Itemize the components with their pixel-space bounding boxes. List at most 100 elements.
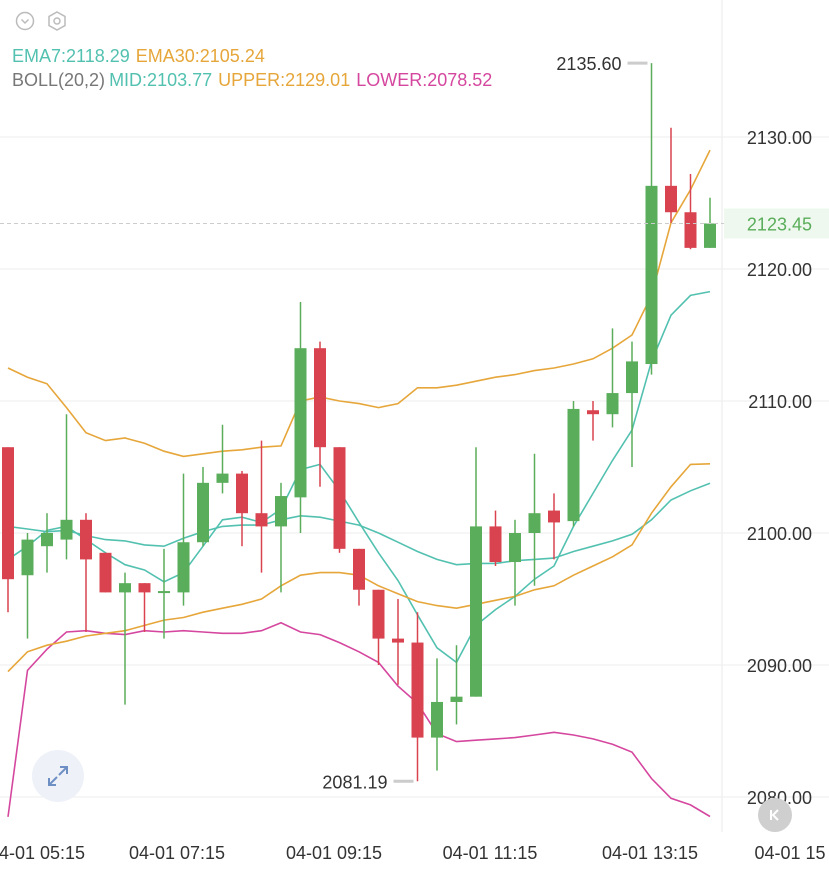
annotations: 2123.45 2135.60 2081.19: [0, 54, 829, 792]
boll-legend: BOLL(20,2) MID:2103.77 UPPER:2129.01 LOWER:…: [12, 70, 498, 91]
candle-body: [528, 513, 541, 533]
y-tick-label: 2110.00: [748, 392, 812, 412]
candle-body: [119, 583, 131, 593]
candle: [158, 548, 170, 639]
candle: [197, 467, 209, 547]
low-label: 2081.19: [322, 772, 387, 792]
expand-icon: [48, 766, 68, 786]
series-line-mid: [7, 482, 711, 566]
x-tick-label: 04-01 13:15: [602, 843, 698, 863]
candle: [60, 414, 73, 560]
candle-body: [294, 348, 307, 498]
candle: [372, 589, 385, 665]
candle: [119, 572, 131, 705]
candle-body: [314, 348, 326, 448]
candle: [528, 453, 541, 586]
legend-lower: LOWER:2078.52: [356, 70, 493, 90]
x-tick-label: 04-01 07:15: [129, 843, 225, 863]
candle-body: [2, 447, 14, 580]
current-price-label: 2123.45: [747, 214, 812, 234]
candle: [138, 583, 151, 632]
x-axis: 04-01 05:15 04-01 07:15 04-01 09:15 04-01 1…: [0, 843, 826, 863]
candle-body: [41, 533, 53, 547]
candle: [333, 447, 346, 553]
legend-ema7: EMA7:2118.29: [12, 46, 130, 66]
candle-body: [197, 482, 209, 543]
y-tick-label: 2130.00: [747, 128, 812, 148]
candle: [548, 493, 560, 560]
candle: [314, 341, 326, 487]
candle: [353, 548, 365, 606]
candle-body: [684, 212, 697, 248]
candle-body: [470, 526, 482, 697]
candle-body: [626, 361, 638, 394]
candle: [80, 513, 92, 632]
candle: [489, 510, 502, 566]
candle: [41, 513, 53, 573]
candle: [665, 127, 677, 223]
legend-ema30: EMA30:2105.24: [135, 46, 265, 66]
y-tick-label: 2090.00: [747, 656, 812, 676]
candle: [645, 63, 658, 375]
back-to-latest-button[interactable]: [758, 798, 792, 832]
high-label: 2135.60: [556, 54, 621, 74]
candle-body: [411, 642, 424, 738]
candle-body: [509, 533, 521, 563]
candle: [606, 328, 619, 428]
top-toolbar: [14, 10, 68, 32]
x-tick-label: 04-01 09:15: [286, 843, 382, 863]
settings-icon[interactable]: [46, 10, 68, 32]
candle-body: [548, 510, 560, 523]
candle: [2, 447, 14, 613]
candle: [255, 440, 268, 573]
candle: [431, 658, 443, 771]
x-tick-label: 04-01 15: [754, 843, 825, 863]
candle-body: [392, 638, 404, 643]
candle-body: [216, 473, 229, 483]
candle: [626, 341, 638, 467]
y-tick-label: 2100.00: [747, 524, 812, 544]
candle-body: [567, 408, 580, 522]
chevron-down-icon[interactable]: [14, 10, 36, 32]
series-line-ema7: [7, 290, 711, 664]
x-tick-label: 04-01 11:15: [443, 843, 538, 863]
legend-upper: UPPER:2129.01: [218, 70, 351, 90]
candle-body: [236, 473, 248, 514]
candle: [567, 401, 580, 527]
candle: [450, 645, 463, 725]
candle: [587, 401, 599, 441]
candle: [684, 173, 697, 250]
candle-body: [587, 410, 599, 415]
candle-body: [353, 548, 365, 590]
candle: [294, 302, 307, 533]
candle-body: [450, 696, 463, 702]
candle-body: [704, 223, 716, 248]
candle-body: [21, 539, 34, 576]
candle-body: [665, 185, 677, 213]
candle-body: [138, 583, 151, 593]
y-tick-label: 2120.00: [747, 260, 812, 280]
candle: [392, 599, 404, 685]
candle-body: [431, 701, 443, 738]
candle-body: [99, 552, 112, 593]
candle-body: [489, 526, 502, 563]
candle: [275, 482, 287, 593]
expand-button[interactable]: [32, 750, 84, 802]
candle: [99, 552, 112, 593]
candle-body: [333, 447, 346, 549]
candle: [509, 519, 521, 606]
current-price-box: [724, 208, 829, 239]
candle: [470, 447, 482, 697]
candle-body: [177, 542, 190, 593]
candle: [177, 473, 190, 606]
candle: [216, 424, 229, 494]
candle: [704, 197, 716, 248]
candle-body: [645, 185, 658, 365]
candle: [236, 470, 248, 547]
back-to-latest-icon: [770, 809, 779, 821]
candle-body: [60, 519, 73, 540]
candle-body: [255, 513, 268, 527]
candle-body: [80, 519, 92, 560]
candles: [2, 63, 716, 782]
